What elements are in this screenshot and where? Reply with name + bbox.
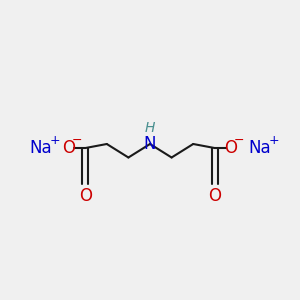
Text: Na: Na (248, 139, 271, 157)
Text: O: O (62, 139, 76, 157)
Text: −: − (233, 134, 244, 147)
Text: H: H (145, 121, 155, 135)
Text: O: O (79, 187, 92, 205)
Text: O: O (208, 187, 221, 205)
Text: O: O (224, 139, 238, 157)
Text: +: + (268, 134, 279, 147)
Text: −: − (71, 134, 82, 147)
Text: N: N (144, 135, 156, 153)
Text: Na: Na (29, 139, 52, 157)
Text: +: + (50, 134, 60, 147)
